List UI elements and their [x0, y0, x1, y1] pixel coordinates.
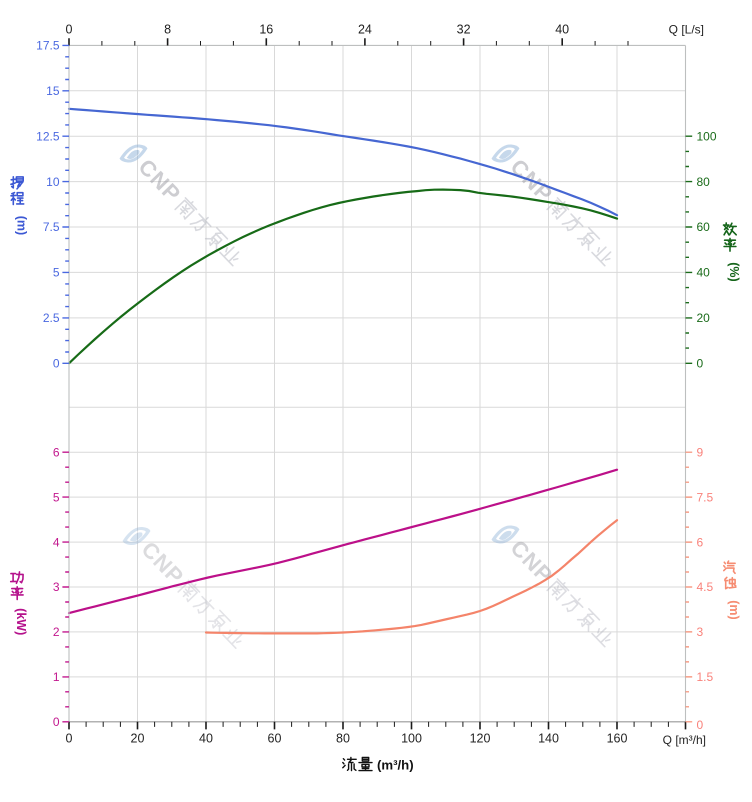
svg-text:6: 6 — [697, 535, 704, 549]
svg-text:6: 6 — [53, 445, 60, 459]
svg-text:120: 120 — [470, 732, 491, 746]
svg-text:100: 100 — [697, 129, 717, 143]
svg-text:7.5: 7.5 — [697, 490, 714, 504]
svg-text:80: 80 — [697, 175, 711, 189]
svg-text:(kW): (kW) — [14, 608, 28, 635]
svg-text:0: 0 — [53, 357, 60, 371]
svg-text:8: 8 — [164, 23, 171, 37]
svg-text:17.5: 17.5 — [36, 39, 60, 53]
svg-text:40: 40 — [555, 23, 569, 37]
svg-text:3: 3 — [53, 580, 60, 594]
svg-text:80: 80 — [336, 732, 350, 746]
svg-text:20: 20 — [131, 732, 145, 746]
svg-text:32: 32 — [457, 23, 471, 37]
svg-text:(m³/h): (m³/h) — [377, 757, 414, 772]
svg-text:Q [L/s]: Q [L/s] — [669, 22, 704, 36]
svg-text:7.5: 7.5 — [43, 220, 60, 234]
svg-text:60: 60 — [268, 732, 282, 746]
svg-text:1: 1 — [53, 670, 60, 684]
svg-text:0: 0 — [53, 715, 60, 729]
svg-text:0: 0 — [697, 357, 704, 371]
svg-text:(%): (%) — [727, 262, 741, 281]
svg-text:3: 3 — [697, 625, 704, 639]
svg-text:24: 24 — [358, 23, 372, 37]
svg-text:5: 5 — [53, 490, 60, 504]
svg-text:4.5: 4.5 — [697, 580, 714, 594]
svg-text:Q [m³/h]: Q [m³/h] — [663, 733, 706, 747]
svg-text:2.5: 2.5 — [43, 311, 60, 325]
svg-text:160: 160 — [607, 732, 628, 746]
svg-text:16: 16 — [259, 23, 273, 37]
svg-text:(m): (m) — [15, 216, 29, 235]
svg-text:60: 60 — [697, 220, 711, 234]
svg-text:20: 20 — [697, 311, 711, 325]
svg-text:0: 0 — [66, 732, 73, 746]
svg-text:1.5: 1.5 — [697, 670, 714, 684]
svg-text:9: 9 — [697, 445, 704, 459]
svg-text:0: 0 — [66, 23, 73, 37]
svg-text:4: 4 — [53, 535, 60, 549]
svg-text:(m): (m) — [727, 600, 741, 619]
svg-text:15: 15 — [46, 84, 60, 98]
svg-text:0: 0 — [697, 718, 704, 732]
svg-text:5: 5 — [53, 266, 60, 280]
svg-text:40: 40 — [199, 732, 213, 746]
svg-text:140: 140 — [538, 732, 559, 746]
svg-text:100: 100 — [401, 732, 422, 746]
svg-text:40: 40 — [697, 266, 711, 280]
svg-text:10: 10 — [46, 175, 60, 189]
svg-text:2: 2 — [53, 625, 60, 639]
svg-text:12.5: 12.5 — [36, 129, 60, 143]
